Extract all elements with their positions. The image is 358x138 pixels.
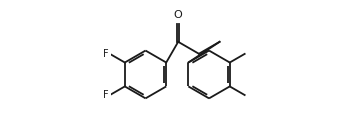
Text: O: O [174, 10, 183, 20]
Text: F: F [103, 49, 109, 59]
Text: F: F [103, 90, 109, 100]
